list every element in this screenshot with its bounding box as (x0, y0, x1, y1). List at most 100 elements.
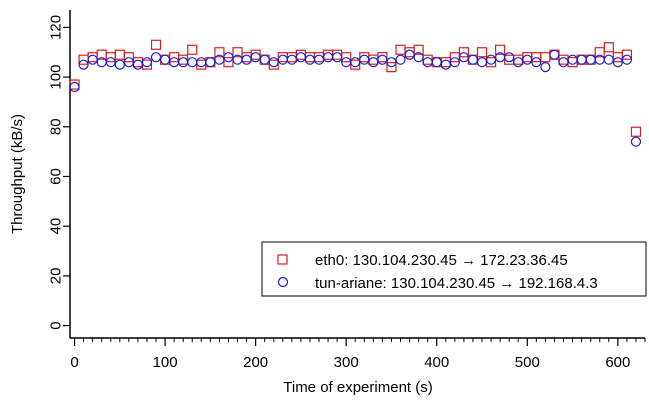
y-tick-label-60: 60 (48, 168, 65, 185)
tun-ariane-point (350, 57, 361, 68)
tun-ariane-point (504, 52, 515, 63)
eth0-point (178, 54, 189, 65)
tun-ariane-point (476, 57, 488, 68)
tun-ariane-point (485, 54, 497, 65)
tun-ariane-point (259, 54, 270, 65)
tun-ariane-point (313, 54, 325, 65)
eth0-point (69, 79, 80, 90)
tun-ariane-point (187, 57, 198, 68)
y-tick-label-20: 20 (48, 268, 65, 285)
tun-ariane-point (141, 57, 153, 68)
tun-ariane-point (359, 54, 370, 65)
tun-ariane-point (431, 57, 442, 68)
x-tick-label-0: 0 (70, 354, 78, 371)
eth0-point (377, 52, 388, 63)
x-axis-label: Time of experiment (s) (283, 379, 432, 396)
tun-ariane-point (196, 57, 207, 68)
legend-label-eth0: eth0: 130.104.230.45 → 172.23.36.45 (315, 252, 568, 269)
eth0-point (350, 59, 361, 70)
tun-ariane-point (205, 57, 216, 68)
tun-ariane-point (223, 52, 234, 63)
tun-ariane-point (277, 54, 288, 65)
tun-ariane-point (214, 54, 225, 65)
y-tick-label-120: 120 (48, 15, 65, 40)
tun-ariane-point (458, 52, 469, 63)
x-ticks-group: 0 100 200 300 400 500 600 (70, 338, 646, 371)
tun-ariane-point (69, 81, 80, 93)
tun-ariane-point (567, 54, 578, 65)
tun-ariane-point (630, 136, 642, 147)
eth0-point (187, 44, 198, 55)
y-tick-label-100: 100 (48, 65, 65, 90)
data-marks-group (69, 39, 642, 147)
eth0-point (223, 57, 234, 68)
tun-ariane-point (241, 54, 252, 65)
tun-ariane-point (540, 62, 551, 73)
tun-ariane-point (513, 57, 524, 68)
legend-box (261, 241, 647, 297)
tun-ariane-point (576, 54, 587, 65)
eth0-point (114, 49, 125, 60)
tun-ariane-point (150, 52, 162, 63)
legend-label-tun-ariane: tun-ariane: 130.104.230.45 → 192.168.4.3 (315, 275, 598, 292)
tun-ariane-point (558, 57, 569, 68)
tun-ariane-point (78, 59, 89, 70)
axes-group: 0 20 40 60 80 100 120 0 100 200 300 400 500 600 (48, 10, 646, 371)
tun-ariane-point (178, 57, 189, 68)
y-ticks-group: 0 20 40 60 80 100 120 (48, 15, 70, 330)
y-tick-label-0: 0 (48, 321, 65, 329)
eth0-point (603, 42, 614, 53)
tun-ariane-point (603, 54, 614, 65)
y-tick-label-80: 80 (48, 118, 65, 135)
eth0-point (476, 47, 488, 58)
tun-ariane-point (368, 57, 379, 68)
tun-ariane-point (467, 54, 479, 65)
tun-ariane-point (395, 54, 406, 65)
tun-ariane-point (304, 54, 316, 65)
tun-ariane-point (612, 57, 623, 68)
eth0-point (386, 62, 397, 73)
legend-marker-tun-ariane (277, 276, 289, 288)
x-tick-label-200: 200 (243, 354, 268, 371)
tun-ariane-point (386, 57, 397, 68)
eth0-point (395, 44, 406, 55)
eth0-point (630, 126, 642, 137)
eth0-point (150, 39, 162, 50)
tun-ariane-point (522, 54, 533, 65)
tun-ariane-point (105, 57, 116, 68)
x-tick-label-600: 600 (605, 354, 630, 371)
tun-ariane-point (286, 54, 297, 65)
series-eth0 (69, 39, 642, 137)
x-tick-label-500: 500 (515, 354, 540, 371)
eth0-point (268, 59, 279, 70)
y-axis-label: Throughput (kB/s) (9, 114, 26, 234)
tun-ariane-point (295, 52, 307, 63)
eth0-point (214, 47, 225, 58)
y-tick-label-40: 40 (48, 218, 65, 235)
tun-ariane-point (332, 52, 343, 63)
tun-ariane-point (87, 54, 98, 65)
tun-ariane-point (549, 49, 560, 60)
tun-ariane-point (159, 54, 171, 65)
tun-ariane-point (413, 52, 424, 63)
x-tick-label-300: 300 (334, 354, 359, 371)
eth0-point (413, 44, 424, 55)
eth0-point (621, 49, 632, 60)
legend-marker-eth0 (277, 254, 288, 265)
tun-ariane-point (422, 57, 433, 68)
tun-ariane-point (621, 54, 632, 65)
eth0-point (458, 47, 469, 58)
eth0-point (540, 52, 551, 63)
eth0-point (495, 44, 506, 55)
tun-ariane-point (585, 54, 596, 65)
tun-ariane-point (531, 57, 542, 68)
tun-ariane-point (268, 57, 279, 68)
tun-ariane-point (123, 57, 134, 68)
x-tick-label-100: 100 (153, 354, 178, 371)
tun-ariane-point (114, 59, 125, 70)
x-tick-label-400: 400 (424, 354, 449, 371)
tun-ariane-point (377, 54, 388, 65)
tun-ariane-point (322, 52, 334, 63)
